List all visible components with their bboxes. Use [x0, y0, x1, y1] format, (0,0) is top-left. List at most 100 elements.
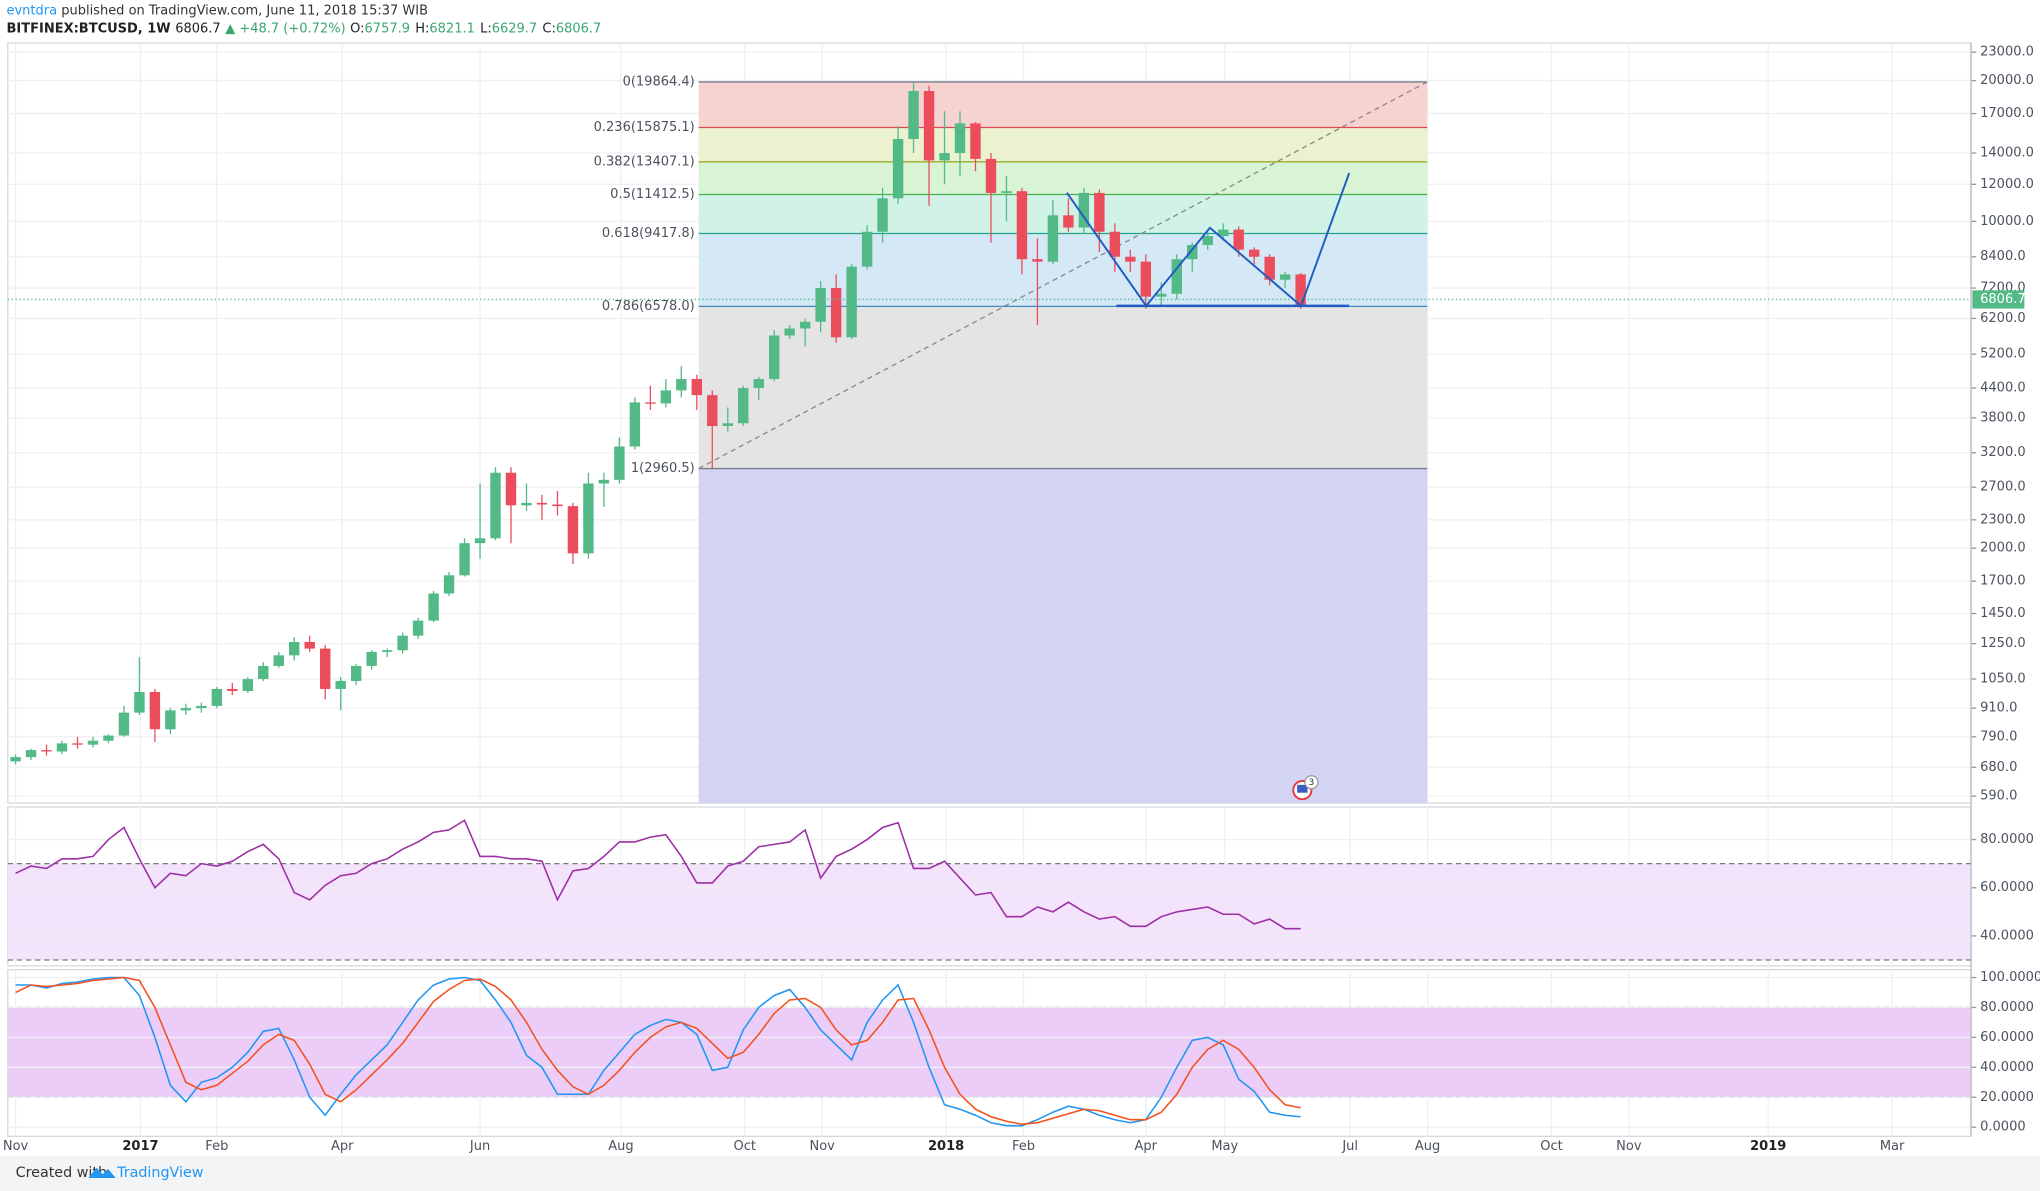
symbol: BITFINEX:BTCUSD, 1W: [7, 21, 171, 36]
y-tick-label: 5200.0: [1980, 347, 2025, 362]
header-line: evntdra published on TradingView.com, Ju…: [7, 3, 429, 18]
candle-body: [536, 502, 548, 505]
y-tick-label: 17000.0: [1980, 106, 2034, 121]
ohlc-value: 6629.7: [492, 21, 537, 36]
event-count-bg: [1304, 775, 1319, 790]
y-tick-label: 0.0000: [1980, 1120, 2025, 1135]
candle-body: [1109, 231, 1121, 257]
candle-body: [227, 688, 238, 691]
y-tick-label: 4400.0: [1980, 381, 2025, 396]
fib-band: [698, 233, 1428, 307]
candle-body: [211, 688, 223, 706]
candle-body: [350, 665, 362, 681]
candle-body: [1094, 192, 1105, 232]
candle-body: [258, 665, 269, 680]
candle-body: [149, 692, 161, 730]
ohlc-key: O:: [350, 21, 364, 36]
candle-body: [320, 648, 331, 689]
y-tick-label: 2700.0: [1980, 480, 2025, 495]
y-tick-label: 6200.0: [1980, 311, 2025, 326]
candle-body: [56, 743, 68, 752]
candle-body: [25, 750, 37, 758]
fib-band: [698, 194, 1428, 234]
x-tick-label: Oct: [1540, 1139, 1562, 1154]
indicator-line: [15, 976, 1301, 1125]
candle-body: [552, 504, 563, 507]
candle-body: [366, 651, 377, 666]
candle-body: [1233, 229, 1244, 250]
candle-body: [799, 321, 811, 329]
x-tick-label: 2018: [928, 1139, 964, 1154]
ohlc-key: H:: [415, 21, 429, 36]
candle-body: [908, 90, 919, 139]
candle-body: [1016, 191, 1028, 260]
candle-body: [985, 158, 997, 193]
candle-body: [412, 620, 424, 636]
x-tick-label: Nov: [810, 1139, 836, 1154]
candle-body: [397, 635, 408, 651]
published: published on TradingView.com, June 11, 2…: [61, 3, 428, 18]
y-tick-label: 40.0000: [1980, 1060, 2034, 1075]
candle-body: [474, 538, 486, 544]
y-tick-label: 14000.0: [1980, 146, 2034, 161]
candle-body: [676, 379, 687, 391]
ohlc-value: 6821.1: [429, 21, 474, 36]
candle-body: [598, 479, 610, 484]
candle-body: [41, 750, 52, 752]
x-tick-label: Jul: [1341, 1139, 1358, 1154]
x-tick-label: Nov: [1616, 1139, 1642, 1154]
candle-body: [846, 266, 857, 338]
y-tick-label: 40.0000: [1980, 928, 2034, 943]
fib-label: 0.618(9417.8): [602, 226, 695, 241]
x-tick-label: Apr: [331, 1139, 354, 1154]
event-flag: [1297, 784, 1308, 793]
fib-band: [698, 161, 1428, 195]
y-tick-label: 1250.0: [1980, 636, 2025, 651]
candle-body: [165, 710, 176, 730]
candle-body: [459, 543, 470, 576]
ohlc-value: 6806.7: [556, 21, 601, 36]
candle-body: [691, 379, 703, 396]
candle-body: [629, 402, 641, 447]
x-tick-label: Aug: [608, 1139, 633, 1154]
y-tick-label: 10000.0: [1980, 214, 2034, 229]
candle-body: [1248, 249, 1260, 257]
y-tick-label: 80.0000: [1980, 832, 2034, 847]
candle-body: [769, 335, 780, 380]
indicator-line: [15, 819, 1301, 930]
y-tick-label: 1050.0: [1980, 672, 2025, 687]
candle-body: [707, 395, 718, 427]
candle-body: [923, 90, 935, 161]
x-tick-label: Feb: [1012, 1139, 1035, 1154]
y-tick-label: 590.0: [1980, 789, 2017, 804]
projection-path: [1066, 172, 1351, 308]
y-tick-label: 60.0000: [1980, 1030, 2034, 1045]
candle-body: [304, 642, 315, 649]
drawing: [1066, 172, 1351, 308]
candle-body: [660, 390, 672, 404]
x-tick-label: Nov: [3, 1139, 29, 1154]
x-tick-label: Apr: [1135, 1139, 1158, 1154]
candle-body: [1202, 236, 1213, 246]
ohlc-key: C:: [542, 21, 555, 36]
band: [7, 1007, 1972, 1098]
x-tick-label: 2017: [122, 1139, 158, 1154]
candle-body: [877, 198, 888, 232]
y-tick-label: 12000.0: [1980, 177, 2034, 192]
price: 6806.7: [175, 21, 220, 36]
candle-body: [1078, 192, 1090, 228]
candle-body: [490, 472, 501, 539]
candle-body: [505, 472, 517, 506]
fib-label: 0.786(6578.0): [602, 299, 695, 314]
candle-body: [567, 506, 579, 554]
candle-body: [583, 483, 594, 554]
candle-body: [753, 379, 764, 389]
x-tick-label: Jun: [469, 1139, 490, 1154]
fib-band: [698, 468, 1428, 804]
candle-body: [103, 735, 114, 741]
header: evntdra published on TradingView.com, Ju…: [7, 3, 602, 36]
last-price-label: 6806.7: [1980, 292, 2025, 307]
candle-body: [1047, 215, 1059, 262]
y-tick-label: 3200.0: [1980, 445, 2025, 460]
